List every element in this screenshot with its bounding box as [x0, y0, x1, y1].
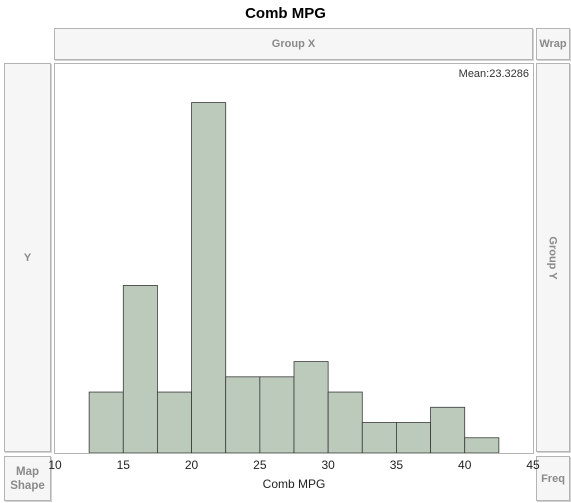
freq-label: Freq [541, 472, 565, 485]
wrap-label: Wrap [539, 38, 567, 50]
histogram-bar[interactable] [157, 391, 192, 453]
plot-area[interactable]: Mean:23.3286 [54, 63, 534, 454]
histogram-bar[interactable] [88, 391, 124, 453]
map-shape-label: Map Shape [10, 465, 45, 493]
group-x-label: Group X [271, 38, 316, 50]
x-tick-label: 30 [321, 458, 335, 472]
histogram-bar[interactable] [327, 391, 363, 453]
group-x-drop-zone[interactable]: Group X [54, 28, 533, 60]
histogram-bar[interactable] [122, 285, 158, 453]
x-tick-label: 45 [526, 458, 540, 472]
mean-annotation: Mean:23.3286 [458, 68, 529, 80]
x-axis-label[interactable]: Comb MPG [262, 477, 326, 491]
group-y-drop-zone[interactable]: Group Y [536, 63, 570, 452]
histogram-bar[interactable] [259, 376, 295, 453]
histogram-svg [88, 102, 500, 453]
freq-drop-zone[interactable]: Freq [536, 456, 570, 501]
histogram-bar[interactable] [225, 376, 261, 453]
x-tick-label: 35 [389, 458, 404, 472]
map-shape-label-line1: Map [15, 465, 39, 478]
x-tick-label: 40 [458, 458, 472, 472]
histogram-bar[interactable] [464, 437, 500, 453]
histogram-bar[interactable] [396, 422, 431, 453]
chart-title: Comb MPG [245, 5, 326, 22]
wrap-drop-zone[interactable]: Wrap [536, 28, 570, 60]
histogram-bar[interactable] [293, 361, 329, 453]
y-drop-zone[interactable]: Y [4, 63, 51, 452]
x-tick-label: 25 [253, 458, 267, 472]
x-tick-label: 20 [184, 458, 199, 472]
x-tick-label: 15 [116, 458, 130, 472]
map-shape-label-line2: Shape [10, 479, 45, 492]
y-label: Y [23, 251, 32, 264]
histogram-bar[interactable] [430, 406, 466, 453]
map-shape-drop-zone[interactable]: Map Shape [4, 456, 51, 501]
histogram-bar[interactable] [191, 102, 227, 453]
x-tick-label: 10 [48, 458, 62, 472]
group-y-label: Group Y [547, 235, 560, 280]
histogram-bar[interactable] [361, 422, 397, 453]
